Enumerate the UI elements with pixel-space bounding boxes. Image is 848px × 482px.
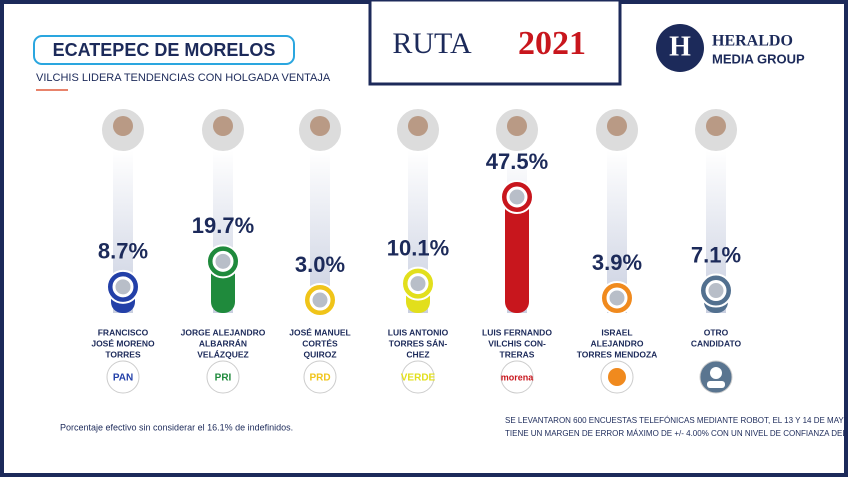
candidate-name: ISRAEL xyxy=(601,327,632,337)
party-logo xyxy=(106,360,140,394)
party-logo xyxy=(401,360,435,394)
bar-knob xyxy=(112,276,134,298)
bar xyxy=(505,197,529,313)
value-label: 47.5% xyxy=(486,149,548,174)
candidate-name: JOSÉ MANUEL xyxy=(289,327,350,337)
bar-knob xyxy=(212,250,234,272)
brand-circle xyxy=(656,24,704,72)
logo-box xyxy=(368,0,622,86)
note-right: TIENE UN MARGEN DE ERROR MÁXIMO DE +/- 4… xyxy=(505,429,848,438)
value-label: 7.1% xyxy=(691,242,741,267)
photo-face xyxy=(507,116,527,136)
photo-face xyxy=(408,116,428,136)
candidate-name: TORRES SÁN- xyxy=(389,338,448,348)
value-label: 10.1% xyxy=(387,235,449,260)
logo-year: 2021 xyxy=(518,25,586,62)
bar-knob xyxy=(606,287,628,309)
note-right: SE LEVANTARON 600 ENCUESTAS TELEFÓNICAS … xyxy=(505,416,848,425)
value-label: 8.7% xyxy=(98,239,148,264)
candidate-name: ALEJANDRO xyxy=(591,338,644,348)
candidate-name: VILCHIS CON- xyxy=(488,338,546,348)
party-label: VERDE xyxy=(401,373,436,384)
photo-face xyxy=(607,116,627,136)
bar-knob xyxy=(407,273,429,295)
candidate-name: VELÁZQUEZ xyxy=(197,349,248,359)
bar-knob xyxy=(705,280,727,302)
candidate-name: CORTÉS xyxy=(302,338,338,348)
party-logo xyxy=(500,360,534,394)
value-label: 3.9% xyxy=(592,250,642,275)
track xyxy=(706,150,726,313)
candidate-name: TORRES MENDOZA xyxy=(577,349,658,359)
photo-face xyxy=(113,116,133,136)
party-label: PRD xyxy=(309,373,330,384)
value-label: 19.7% xyxy=(192,213,254,238)
candidate-name: OTRO xyxy=(704,327,729,337)
candidate-name: TRERAS xyxy=(500,349,535,359)
logo-word: RUTA xyxy=(392,27,472,60)
brand-sub: MEDIA GROUP xyxy=(712,51,805,66)
candidate-name: JOSÉ MORENO xyxy=(91,338,155,348)
candidate-name: LUIS FERNANDO xyxy=(482,327,552,337)
photo-face xyxy=(706,116,726,136)
note-left: Porcentaje efectivo sin considerar el 16… xyxy=(60,422,293,432)
candidate-name: ALBARRÁN xyxy=(199,338,247,348)
title: ECATEPEC DE MORELOS xyxy=(53,40,276,60)
candidate-name: QUIROZ xyxy=(303,349,336,359)
party-mark xyxy=(710,367,722,379)
candidate-name: TORRES xyxy=(105,349,141,359)
candidate-name: CHEZ xyxy=(406,349,429,359)
party-mark xyxy=(608,368,626,386)
candidate-name: CANDIDATO xyxy=(691,338,742,348)
party-label: morena xyxy=(501,372,535,382)
party-label: PRI xyxy=(215,373,232,384)
subtitle: VILCHIS LIDERA TENDENCIAS CON HOLGADA VE… xyxy=(36,72,331,84)
party-label: PAN xyxy=(113,373,133,384)
value-label: 3.0% xyxy=(295,252,345,277)
candidate-name: FRANCISCO xyxy=(98,327,149,337)
track xyxy=(310,150,330,313)
photo-face xyxy=(213,116,233,136)
brand-mark: H xyxy=(669,31,691,62)
brand-name: HERALDO xyxy=(712,33,793,50)
candidate-name: LUIS ANTONIO xyxy=(388,327,449,337)
bar-knob xyxy=(506,186,528,208)
bar-knob xyxy=(309,289,331,311)
track xyxy=(607,150,627,313)
party-logo xyxy=(206,360,240,394)
photo-face xyxy=(310,116,330,136)
candidate-name: JORGE ALEJANDRO xyxy=(181,327,266,337)
title-box xyxy=(33,35,295,65)
party-mark xyxy=(707,381,725,388)
party-logo xyxy=(303,360,337,394)
